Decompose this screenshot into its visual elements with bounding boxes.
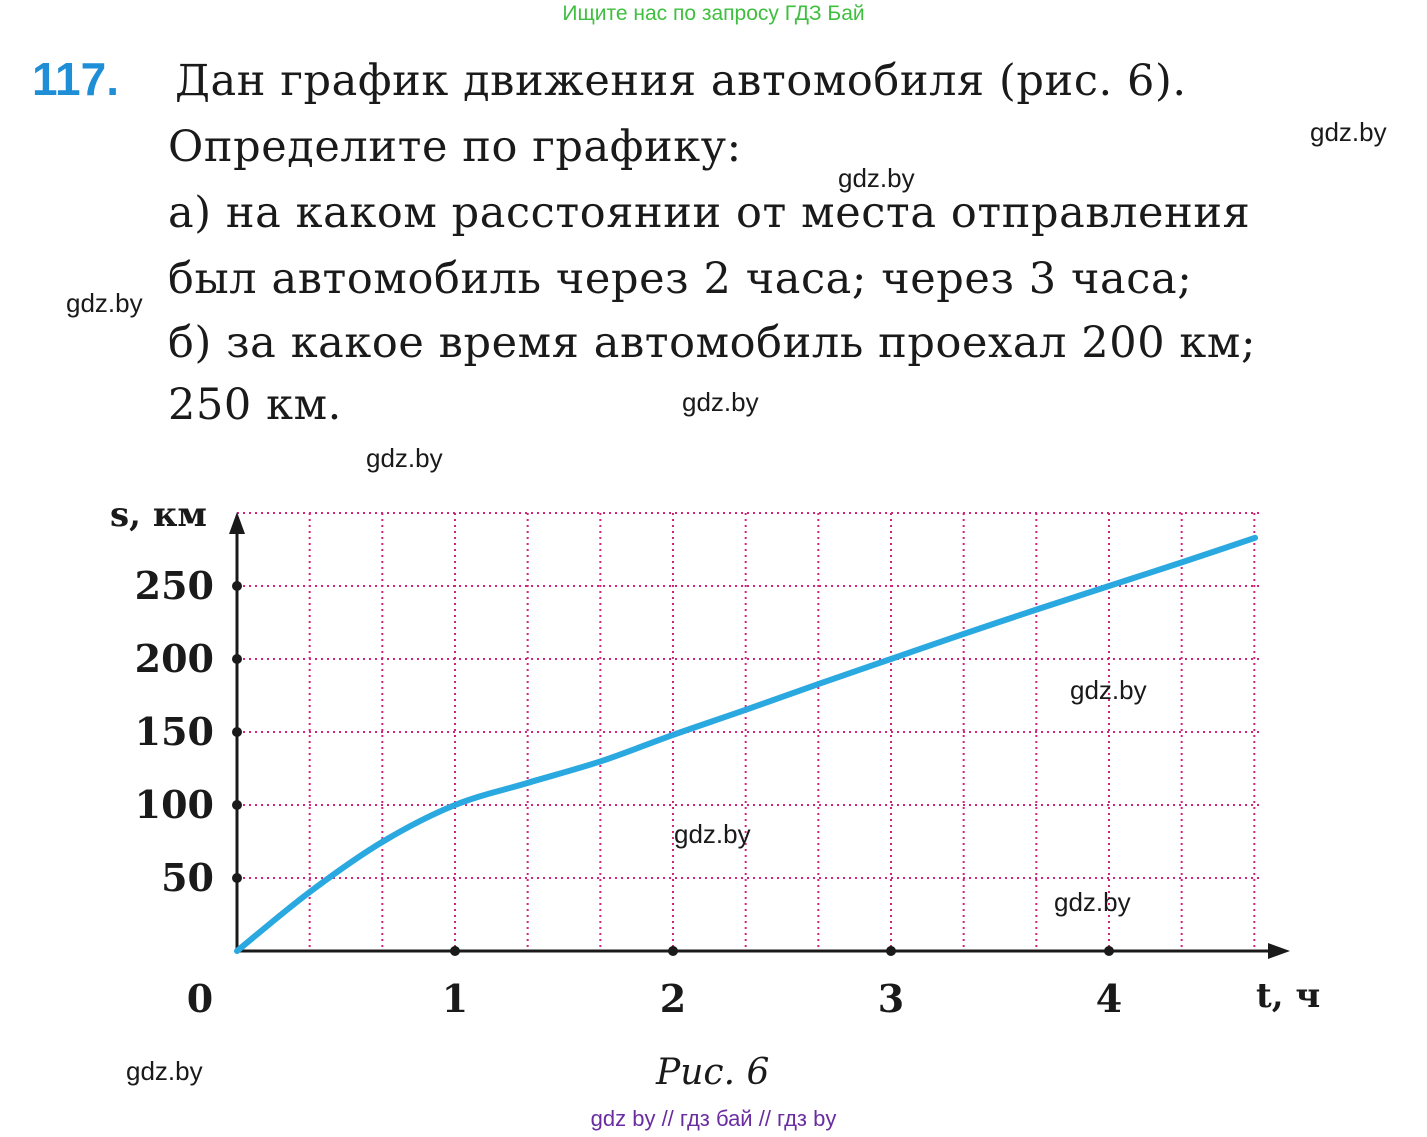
y-tick-label: 250: [135, 563, 214, 608]
y-tick-label: 50: [161, 855, 214, 900]
watermark: gdz.by: [674, 819, 751, 849]
x-axis-arrow: [1268, 943, 1290, 959]
x-tick-dot: [886, 946, 896, 956]
watermark: gdz.by: [838, 163, 915, 193]
top-banner: Ищите нас по запросу ГДЗ Бай: [562, 2, 865, 25]
x-tick-dot: [450, 946, 460, 956]
x-tick-dot: [1104, 946, 1114, 956]
watermark: gdz.by: [66, 288, 143, 318]
watermark: gdz.by: [1054, 887, 1131, 917]
problem-line-1: Дан график движения автомобиля (рис. 6).: [175, 56, 1187, 106]
watermark: gdz.by: [1070, 675, 1147, 705]
y-tick-dot: [232, 654, 242, 664]
problem-line-2: Определите по графику:: [168, 122, 742, 172]
problem-line-4: был автомобиль через 2 часа; через 3 час…: [168, 254, 1193, 304]
y-axis-arrow: [229, 512, 245, 534]
y-tick-dot: [232, 873, 242, 883]
origin-label: 0: [187, 976, 213, 1021]
series-line: [234, 534, 1259, 954]
chart-grid: [237, 512, 1262, 951]
y-axis-label: s, км: [110, 495, 207, 535]
x-tick-label: 1: [442, 976, 468, 1021]
y-tick-dot: [232, 581, 242, 591]
watermark: gdz.by: [366, 443, 443, 473]
y-tick-label: 200: [135, 636, 214, 681]
watermark: gdz.by: [682, 387, 759, 417]
y-tick-dot: [232, 800, 242, 810]
bottom-banner: gdz by // гдз бай // гдз by: [590, 1106, 837, 1131]
y-tick-label: 150: [135, 709, 214, 754]
x-axis-label: t, ч: [1256, 976, 1320, 1016]
y-tick-label: 100: [135, 782, 214, 827]
watermark: gdz.by: [126, 1056, 203, 1086]
watermark: gdz.by: [1310, 117, 1387, 147]
x-tick-label: 2: [660, 976, 686, 1021]
x-tick-label: 4: [1096, 976, 1122, 1021]
y-tick-dot: [232, 727, 242, 737]
x-tick-label: 3: [878, 976, 904, 1021]
problem-number: 117.: [32, 53, 119, 105]
problem-line-3: а) на каком расстоянии от места отправле…: [168, 188, 1251, 238]
figure-caption: Рис. 6: [656, 1052, 770, 1093]
problem-line-6: 250 км.: [168, 380, 342, 430]
problem-line-5: б) за какое время автомобиль проехал 200…: [168, 318, 1257, 368]
x-tick-dot: [668, 946, 678, 956]
chart-ticks: 50 100 150 200 250 1 2 3 4: [135, 563, 1123, 1021]
